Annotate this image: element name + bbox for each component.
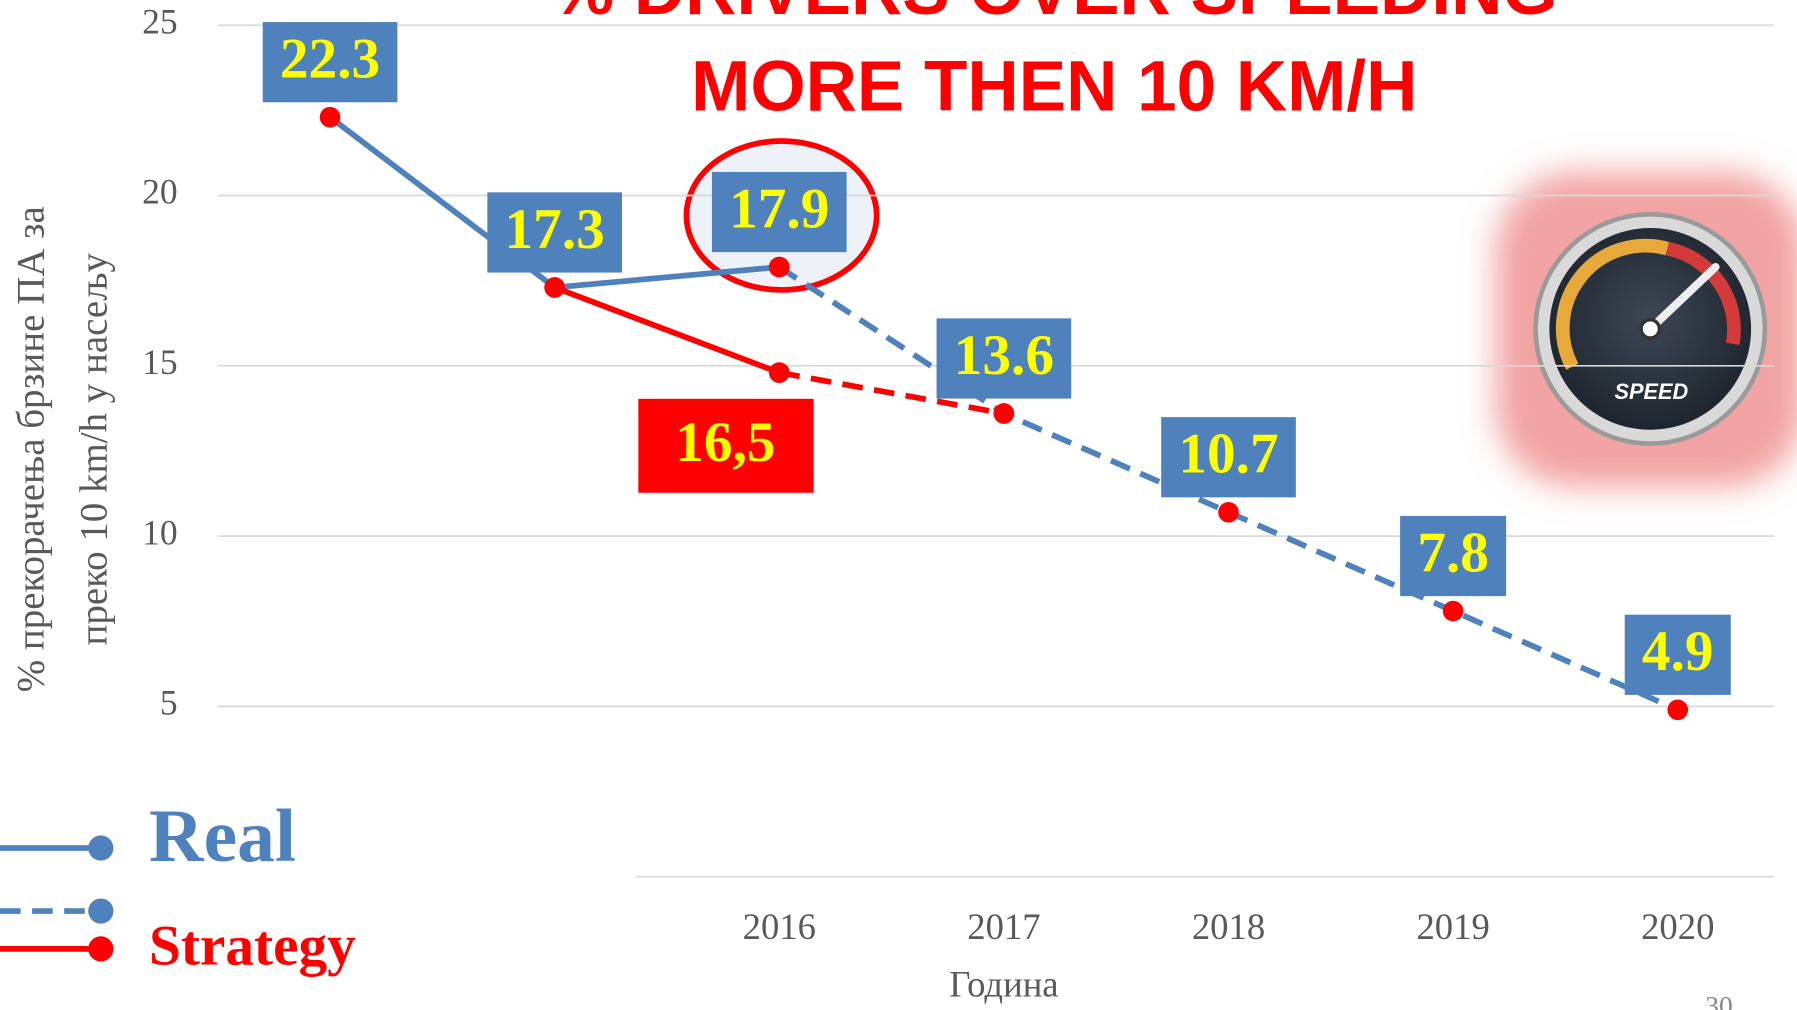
data-label: 22.3 (280, 28, 380, 91)
y-tick-label: 10 (142, 512, 178, 552)
legend-marker (88, 835, 113, 860)
plot: 5 10 15 20 25 2016 2017 2018 2019 2020 16,5 22.3 17.… (142, 1, 1774, 947)
legend: Real Strategy (0, 795, 356, 978)
y-axis-label: преко 10 km/h у насељу (72, 252, 115, 645)
chart-title: MORE THEN 10 KM/H (691, 47, 1417, 126)
legend-label: Real (149, 795, 296, 878)
icon-label: SPEED (1614, 379, 1688, 404)
x-tick-label: 2017 (967, 906, 1040, 947)
icon-hub (1641, 320, 1659, 338)
point (544, 277, 565, 298)
page: {"chart_data": { "type": "line", "title"… (0, 0, 1797, 1010)
y-axis-label: % прекорачења брзине ПА за (9, 206, 52, 692)
y-tick-label: 20 (142, 172, 178, 212)
page-number: 30 (1705, 990, 1733, 1010)
point (769, 257, 790, 278)
chart: SPEED % DRIVERS OVER SPEEDING MORE THEN … (0, 0, 1797, 1010)
x-axis-label: Година (949, 963, 1058, 1004)
point (994, 403, 1015, 424)
y-tick-label: 15 (142, 342, 178, 382)
point (1218, 502, 1239, 523)
y-tick-label: 5 (160, 683, 178, 723)
series-line (555, 287, 780, 372)
x-tick-label: 2020 (1641, 906, 1714, 947)
point (769, 362, 790, 383)
legend-label: Strategy (149, 914, 356, 977)
slide: SPEED % DRIVERS OVER SPEEDING MORE THEN … (0, 0, 1797, 1010)
data-label: 4.9 (1642, 620, 1714, 683)
point (1667, 699, 1688, 720)
data-label: 7.8 (1417, 521, 1489, 584)
speed-icon: SPEED (1496, 172, 1797, 487)
x-tick-label: 2019 (1416, 906, 1489, 947)
point (320, 107, 341, 128)
point (1443, 601, 1464, 622)
legend-marker (88, 898, 113, 923)
legend-marker (88, 936, 113, 961)
data-label: 10.7 (1178, 423, 1278, 486)
y-tick-label: 25 (142, 1, 178, 41)
x-tick-label: 2018 (1192, 906, 1265, 947)
data-label: 13.6 (954, 324, 1054, 387)
x-tick-label: 2016 (743, 906, 816, 947)
data-label: 17.3 (505, 198, 605, 261)
data-label: 17.9 (729, 177, 829, 240)
annotation: 16,5 (675, 411, 775, 474)
